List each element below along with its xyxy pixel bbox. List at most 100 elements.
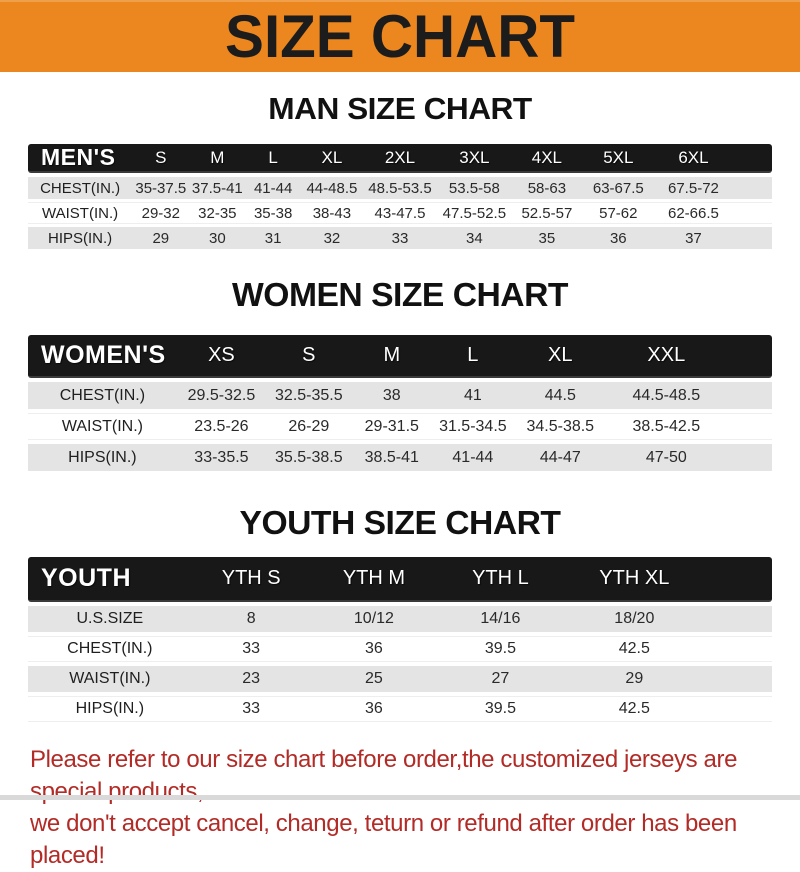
size-value: 38.5-42.5 — [632, 417, 701, 435]
row-label: CHEST(IN.) — [59, 386, 146, 404]
size-column-header: YTH M — [342, 567, 406, 589]
row-label: HIPS(IN.) — [68, 448, 137, 466]
order-note-line2: we don't accept cancel, change, teturn o… — [30, 810, 737, 869]
page-title: SIZE CHART — [225, 3, 575, 71]
men-size-table: MEN'S S M L XL 2XL 3XL 4XL 5XL 6XL CHEST(IN.) 35-37… — [28, 144, 772, 249]
table-row: U.S.SIZE 8 10/12 14/16 18/20 — [28, 606, 772, 632]
table-row: HIPS(IN.) 33-35.5 35.5-38.5 38.5-41 41-44 44-… — [28, 444, 772, 471]
size-value: 44-48.5 — [306, 179, 358, 197]
size-value: 41-44 — [452, 448, 494, 466]
table-header-bar: WOMEN'S XS S M L XL XXL — [28, 335, 772, 378]
size-value: 29 — [625, 670, 644, 687]
row-label: WAIST(IN.) — [61, 417, 143, 435]
size-value: 25 — [365, 670, 383, 687]
size-value: 42.5 — [618, 640, 650, 657]
size-column-header: 6XL — [678, 147, 709, 167]
size-value: 8 — [246, 610, 256, 627]
size-value: 36 — [365, 700, 383, 717]
size-value: 29-31.5 — [364, 417, 419, 435]
size-value: 31 — [264, 229, 282, 247]
size-value: 10/12 — [353, 610, 394, 627]
size-value: 39.5 — [484, 640, 516, 657]
size-value: 63-67.5 — [592, 179, 644, 197]
size-column-header: S — [155, 147, 167, 167]
size-value: 31.5-34.5 — [439, 417, 507, 435]
men-section-heading: MAN SIZE CHART — [268, 91, 532, 126]
women-section-heading: WOMEN SIZE CHART — [232, 276, 568, 313]
size-column-header: YTH S — [221, 567, 281, 589]
row-label: WAIST(IN.) — [69, 670, 151, 687]
size-column-header: 4XL — [531, 147, 563, 167]
size-value: 32-35 — [198, 204, 237, 222]
size-value: 41-44 — [253, 179, 293, 197]
size-value: 43-47.5 — [374, 204, 426, 222]
size-value: 23.5-26 — [194, 417, 249, 435]
size-value: 33-35.5 — [194, 448, 249, 466]
table-corner-label: MEN'S — [41, 144, 116, 170]
bottom-edge-strip — [0, 795, 800, 800]
size-value: 58-63 — [527, 179, 567, 197]
size-column-header: 3XL — [459, 147, 490, 167]
size-value: 52.5-57 — [521, 204, 573, 222]
table-header-bar: YOUTH YTH S YTH M YTH L YTH XL — [28, 557, 772, 602]
size-value: 27 — [491, 670, 510, 687]
size-value: 23 — [242, 670, 261, 687]
size-value: 35.5-38.5 — [275, 448, 343, 466]
size-value: 35 — [538, 229, 556, 247]
size-value: 33 — [391, 229, 409, 247]
youth-size-table: YOUTH YTH S YTH M YTH L YTH XL U.S.SIZE 8 10/12… — [28, 557, 772, 722]
size-value: 35-38 — [253, 204, 293, 222]
size-value: 36 — [365, 640, 383, 657]
size-value: 38 — [382, 386, 401, 404]
size-value: 42.5 — [618, 700, 650, 717]
size-value: 41 — [463, 386, 482, 404]
size-value: 14/16 — [480, 610, 521, 627]
size-column-header: 5XL — [603, 147, 634, 167]
size-value: 47-50 — [645, 448, 687, 466]
order-note: Please refer to our size chart before or… — [0, 744, 800, 872]
size-value: 37.5-41 — [191, 179, 243, 197]
size-column-header: S — [302, 344, 316, 366]
size-value: 34 — [466, 229, 483, 247]
size-column-header: XL — [321, 147, 343, 167]
table-row: WAIST(IN.) 29-32 32-35 35-38 38-43 43-47.5 47.… — [28, 202, 772, 224]
table-header-bar: MEN'S S M L XL 2XL 3XL 4XL 5XL 6XL — [28, 144, 772, 173]
size-column-header: YTH L — [472, 567, 529, 589]
women-size-table: WOMEN'S XS S M L XL XXL CHEST(IN.) 29.5-32.5 32.5… — [28, 335, 772, 471]
size-value: 62-66.5 — [668, 204, 719, 222]
size-value: 35-37.5 — [135, 179, 187, 197]
table-row: CHEST(IN.) 33 36 39.5 42.5 — [28, 636, 772, 662]
table-row: HIPS(IN.) 33 36 39.5 42.5 — [28, 696, 772, 722]
size-column-header: 2XL — [384, 147, 416, 167]
size-chart-banner: SIZE CHART — [0, 0, 800, 72]
size-value: 32 — [323, 229, 341, 247]
size-column-header: L — [268, 147, 278, 167]
row-label: HIPS(IN.) — [47, 229, 113, 247]
table-row: CHEST(IN.) 35-37.5 37.5-41 41-44 44-48.5 48.5… — [28, 177, 772, 199]
table-corner-label: YOUTH — [41, 564, 131, 592]
size-value: 32.5-35.5 — [275, 386, 343, 404]
row-label: WAIST(IN.) — [42, 204, 119, 222]
size-value: 44.5-48.5 — [632, 386, 701, 404]
row-label: HIPS(IN.) — [75, 700, 145, 717]
table-corner-label: WOMEN'S — [41, 341, 166, 369]
size-column-header: XXL — [647, 344, 686, 366]
size-value: 18/20 — [614, 610, 655, 627]
size-column-header: L — [467, 344, 479, 366]
size-value: 67.5-72 — [668, 179, 719, 197]
size-value: 34.5-38.5 — [526, 417, 595, 435]
size-value: 38-43 — [312, 204, 352, 222]
row-label: U.S.SIZE — [76, 610, 144, 627]
row-label: CHEST(IN.) — [67, 640, 153, 657]
size-value: 30 — [208, 229, 226, 247]
size-value: 29 — [152, 229, 170, 247]
size-value: 33 — [242, 640, 261, 657]
size-value: 29-32 — [141, 204, 180, 222]
size-column-header: M — [210, 147, 225, 167]
size-value: 44.5 — [544, 386, 576, 404]
size-value: 37 — [685, 229, 702, 247]
size-value: 36 — [609, 229, 627, 247]
size-value: 44-47 — [539, 448, 581, 466]
table-row: HIPS(IN.) 29 30 31 32 33 34 35 36 37 — [28, 227, 772, 249]
size-value: 38.5-41 — [364, 448, 419, 466]
